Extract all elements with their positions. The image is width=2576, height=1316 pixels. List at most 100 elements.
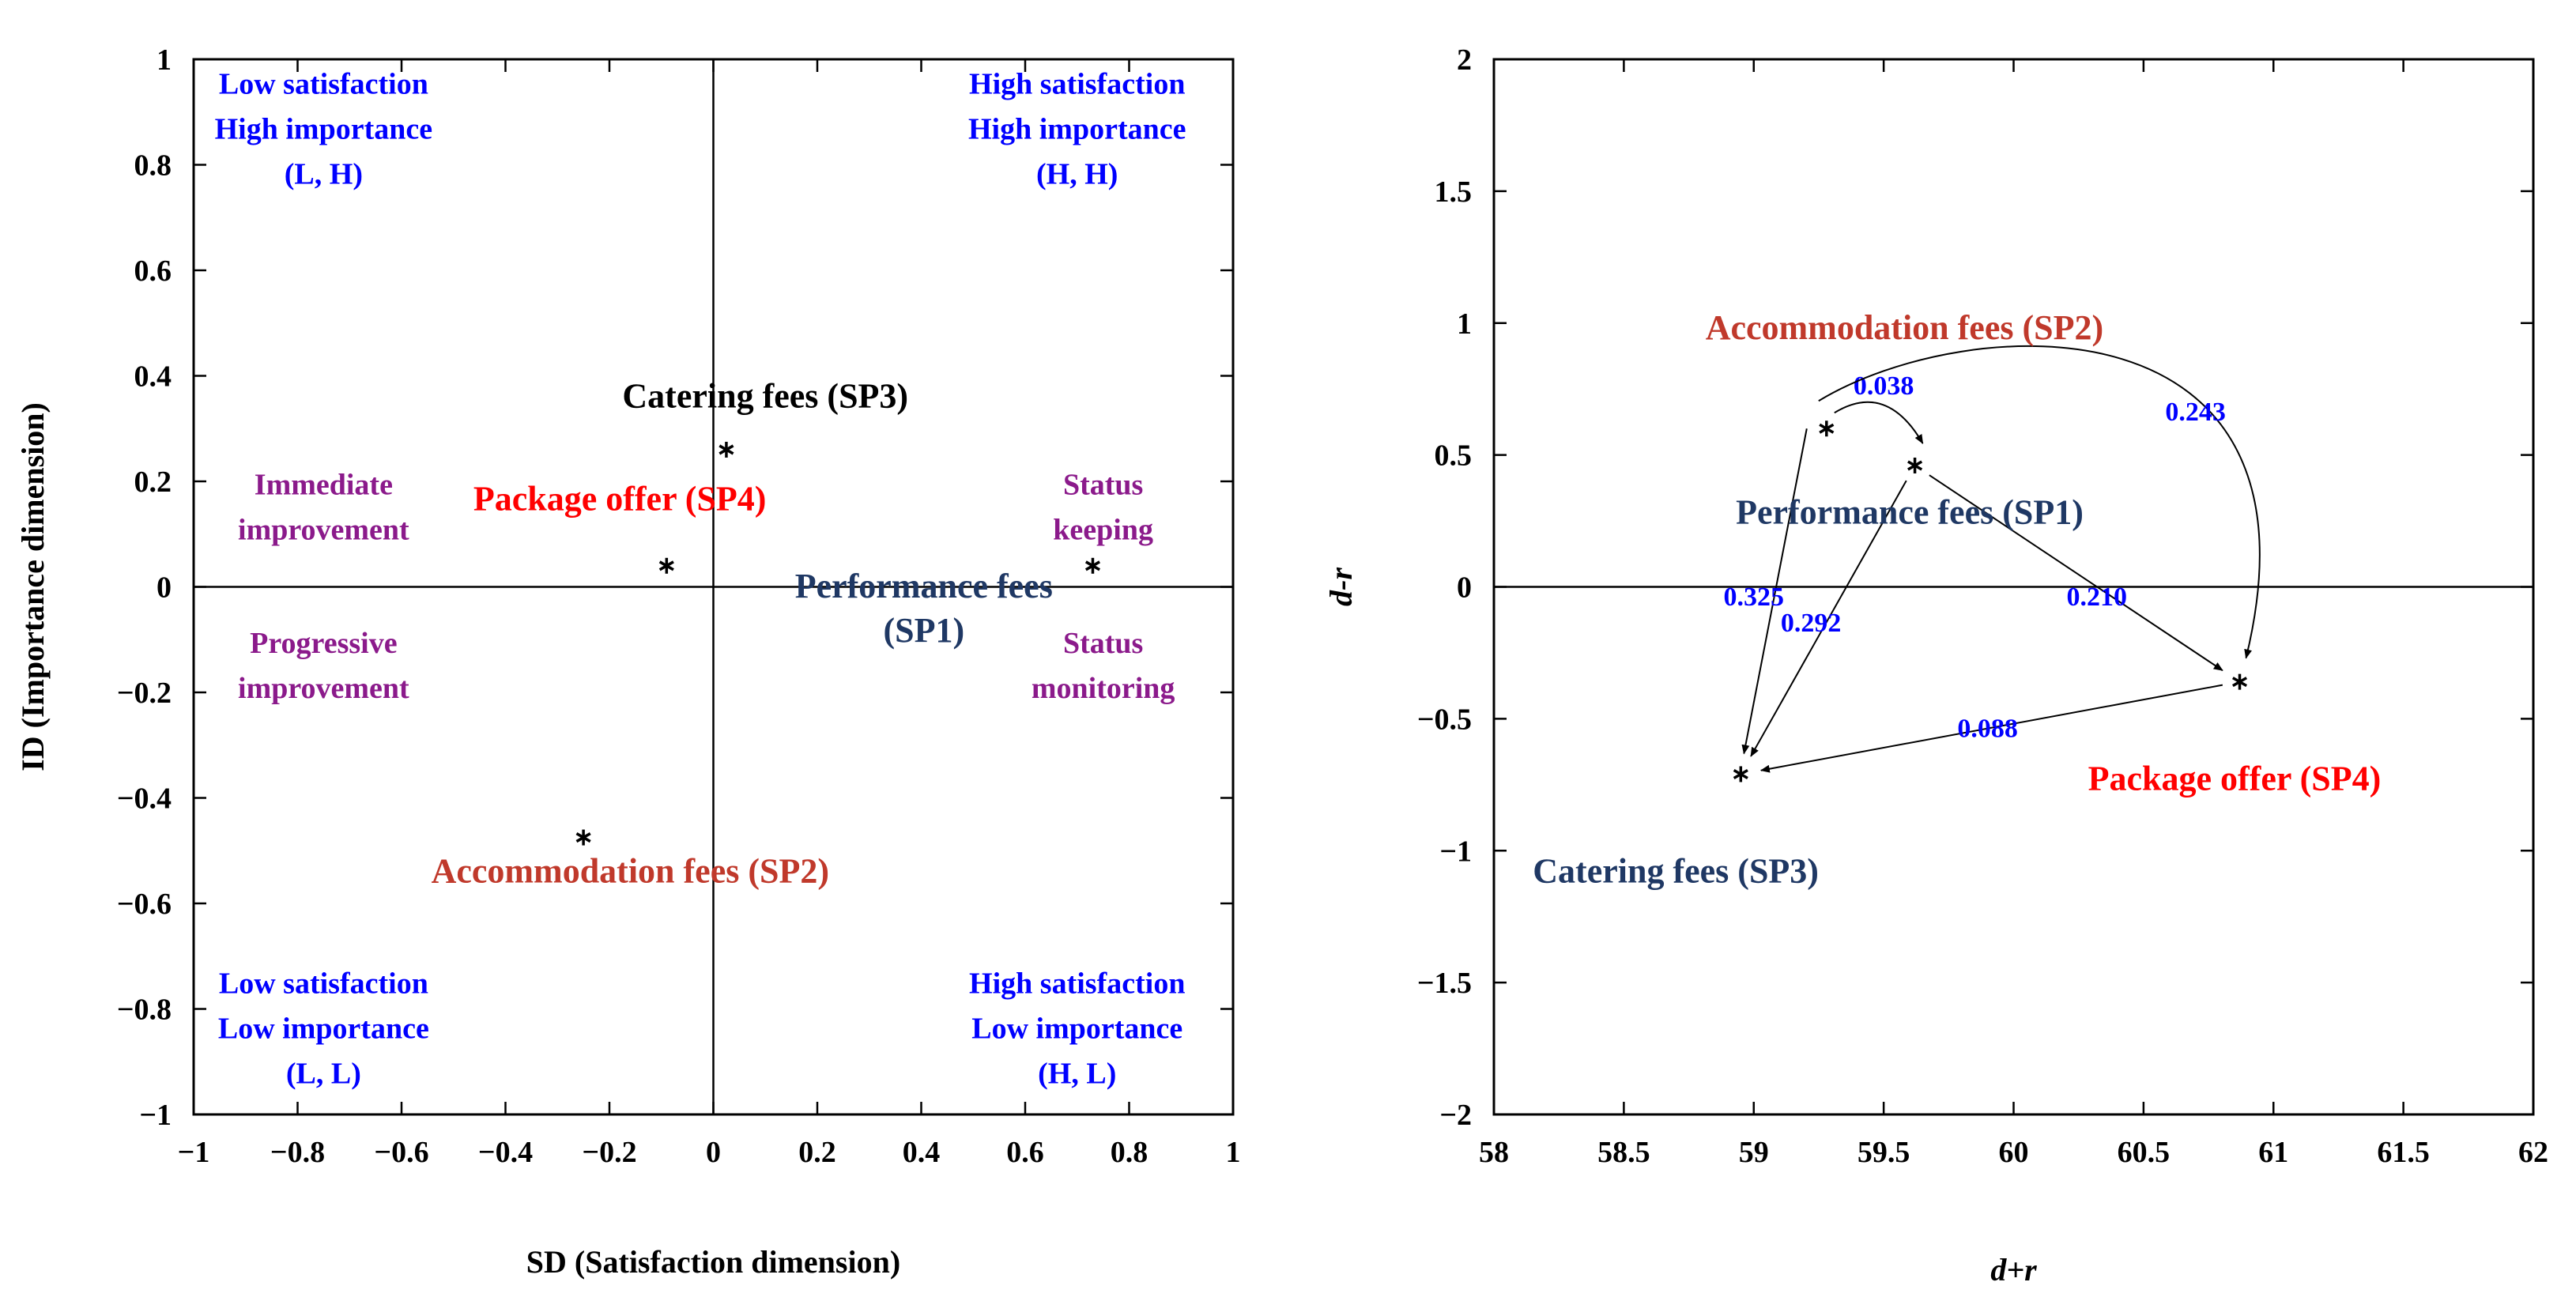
y-tick-label: 0.6 (134, 255, 172, 288)
x-tick-label: 1 (1226, 1136, 1241, 1169)
quadrant-top-right: High satisfaction High importance (H, H) (968, 67, 1186, 190)
label-sp4: Package offer (SP4) (473, 480, 767, 518)
x-tick-label: 58 (1479, 1136, 1509, 1169)
y-tick-label: −2 (1439, 1099, 1472, 1132)
y-tick-label: 1 (1457, 307, 1472, 341)
quadrant-top-right-line: (H, H) (1036, 157, 1118, 190)
zone-status-monitoring-line: monitoring (1032, 672, 1175, 705)
x-tick-label: 0.6 (1006, 1136, 1044, 1169)
x-tick-label: −0.6 (374, 1136, 428, 1169)
point-sp3 (1733, 766, 1748, 782)
zone-immediate-line: Immediate (255, 469, 393, 502)
relation-weight-label: 0.292 (1781, 609, 1842, 638)
x-tick-label: 0 (706, 1136, 721, 1169)
x-tick-label: 61 (2258, 1136, 2288, 1169)
x-tick-label: −0.2 (582, 1136, 636, 1169)
label-sp3: Catering fees (SP3) (1533, 851, 1819, 890)
zone-progressive-line: improvement (238, 672, 409, 705)
y-tick-label: −0.2 (117, 677, 172, 710)
x-tick-label: 60.5 (2118, 1136, 2171, 1169)
point-sp2 (575, 829, 591, 846)
quadrant-bottom-right-line: Low importance (971, 1012, 1182, 1045)
x-tick-label: 0.8 (1111, 1136, 1148, 1169)
quadrant-bottom-left-line: Low satisfaction (219, 967, 428, 1000)
zone-status-keeping: Status keeping (1053, 469, 1153, 547)
label-sp2: Accommodation fees (SP2) (1706, 308, 2103, 347)
label-sp3-line: Catering fees (SP3) (1533, 851, 1819, 890)
x-axis-label: d+r (1990, 1252, 2037, 1288)
point-sp3 (718, 441, 734, 458)
y-tick-label: −0.6 (117, 888, 172, 921)
quadrant-top-right-line: High importance (968, 112, 1186, 145)
point-sp2 (1819, 420, 1835, 437)
label-sp1-line: Performance fees (SP1) (1736, 492, 2084, 531)
y-tick-label: 1.5 (1435, 175, 1473, 209)
quadrant-bottom-left-line: Low importance (218, 1012, 429, 1045)
label-sp2-line: Accommodation fees (SP2) (432, 851, 829, 890)
relation-arrow-sp4-sp3 (1759, 684, 2223, 773)
zone-status-keeping-line: keeping (1053, 514, 1153, 547)
quadrant-top-right-line: High satisfaction (969, 67, 1185, 100)
y-tick-label: 0.8 (134, 149, 172, 183)
relation-weight-label: 0.325 (1724, 583, 1785, 612)
label-sp3: Catering fees (SP3) (622, 377, 908, 416)
zone-progressive: Progressive improvement (238, 627, 409, 705)
relation-arrow-sp1-sp3 (1750, 480, 1907, 757)
y-tick-label: −1 (1439, 835, 1472, 868)
dematel-causal-chart: 58 58.5 59 59.5 60 60.5 61 61.5 62 −2 −1.5 −1 −0.5 0 0… (1323, 43, 2548, 1288)
x-tick-label: 58.5 (1597, 1136, 1650, 1169)
y-tick-label: 0.2 (134, 466, 172, 499)
quadrant-top-left-line: High importance (215, 112, 432, 145)
label-sp1-line: Performance fees (795, 567, 1053, 605)
quadrant-bottom-left: Low satisfaction Low importance (L, L) (218, 967, 429, 1090)
y-tick-label: 2 (1457, 43, 1472, 77)
label-sp1: Performance fees (SP1) (1736, 492, 2084, 531)
y-tick-label: −0.5 (1417, 703, 1472, 736)
y-axis-label: d-r (1323, 568, 1359, 606)
zone-immediate-line: improvement (238, 514, 409, 547)
zone-status-keeping-line: Status (1063, 469, 1143, 502)
relation-weight-label: 0.038 (1854, 371, 1914, 401)
x-axis-label: SD (Satisfaction dimension) (526, 1244, 900, 1280)
y-tick-label: −0.8 (117, 994, 172, 1027)
label-sp4: Package offer (SP4) (2088, 759, 2382, 798)
relation-arrow-sp1-sp4 (1929, 474, 2223, 672)
label-sp1-line: (SP1) (883, 611, 964, 650)
zone-status-monitoring: Status monitoring (1032, 627, 1175, 705)
zone-status-monitoring-line: Status (1063, 627, 1143, 660)
quadrant-bottom-right-line: High satisfaction (969, 967, 1185, 1000)
label-sp1: Performance fees (SP1) (795, 567, 1053, 650)
point-sp1 (1084, 557, 1101, 574)
label-sp2: Accommodation fees (SP2) (432, 851, 829, 890)
quadrant-bottom-left-line: (L, L) (286, 1057, 361, 1090)
quadrant-top-left-line: Low satisfaction (219, 67, 428, 100)
relation-arrow-sp2-sp4 (1818, 345, 2261, 659)
y-tick-label: 0.5 (1435, 439, 1473, 473)
quadrant-bottom-right-line: (H, L) (1038, 1057, 1116, 1090)
x-tick-label: 61.5 (2377, 1136, 2430, 1169)
point-sp1 (1907, 457, 1923, 473)
relation-weight-label: 0.088 (1957, 715, 2018, 744)
x-tick-label: −0.8 (270, 1136, 325, 1169)
label-sp2-line: Accommodation fees (SP2) (1706, 308, 2103, 347)
x-tick-label: −1 (178, 1136, 210, 1169)
relation-arrow-sp2-sp1 (1834, 401, 1924, 444)
y-tick-label: −0.4 (117, 782, 172, 816)
importance-satisfaction-chart: −1 −0.8 −0.6 −0.4 −0.2 0 0.2 0.4 0.6 0.8 1 −1 −0.8 −0… (15, 43, 1241, 1280)
x-tick-label: 60 (1999, 1136, 2029, 1169)
point-sp4 (2231, 673, 2248, 690)
label-sp4-line: Package offer (SP4) (473, 480, 767, 518)
relation-weight-label: 0.210 (2066, 583, 2127, 612)
relation-arrow-sp2-sp3 (1741, 428, 1808, 755)
y-tick-label: 0 (157, 571, 172, 605)
y-tick-label: −1.5 (1417, 967, 1472, 1000)
zone-progressive-line: Progressive (250, 627, 397, 660)
quadrant-top-left: Low satisfaction High importance (L, H) (215, 67, 432, 190)
quadrant-bottom-right: High satisfaction Low importance (H, L) (969, 967, 1185, 1090)
x-tick-label: 0.2 (798, 1136, 836, 1169)
x-tick-label: 59.5 (1858, 1136, 1910, 1169)
relation-weight-label: 0.243 (2165, 398, 2226, 427)
x-tick-label: −0.4 (478, 1136, 533, 1169)
point-sp4 (658, 557, 674, 574)
